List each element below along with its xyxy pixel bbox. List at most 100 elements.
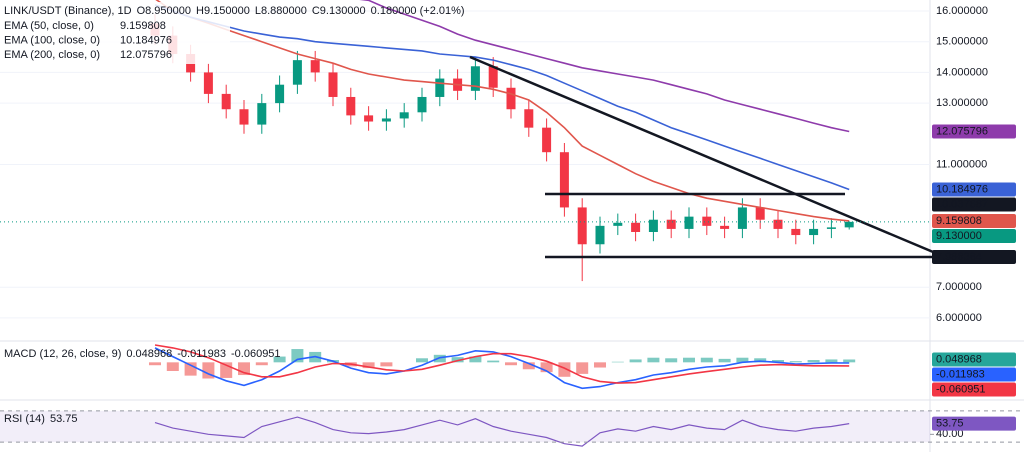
candle-body xyxy=(239,109,249,125)
macd-histogram-bar xyxy=(700,357,713,363)
macd-histogram-bar xyxy=(594,362,606,368)
candle-body xyxy=(399,112,409,119)
y-tick-label: 11.000000 xyxy=(936,158,987,170)
rsi-band xyxy=(0,410,930,443)
candle-body xyxy=(310,60,320,73)
candle-body xyxy=(542,127,552,153)
macd-histogram-bar xyxy=(647,357,660,363)
price-label: 12.075796 xyxy=(936,125,988,137)
macd-histogram-bar xyxy=(736,357,749,363)
overlay: 16.000000 15.000000 14.000000 13.000000 11.0… xyxy=(0,2,1024,443)
macd-histogram-bar xyxy=(184,362,197,376)
price-label-bg xyxy=(932,124,1016,139)
price-label: 10.037687 xyxy=(936,198,988,210)
candle-body xyxy=(275,84,285,104)
legend-text: LINK/USDT (Binance), 1D xyxy=(4,5,132,17)
legend-bg xyxy=(0,2,230,64)
macd-histogram-bar xyxy=(789,361,802,363)
macd-histogram-bar xyxy=(433,354,446,363)
candle-body xyxy=(791,228,801,236)
macd-histogram-bar xyxy=(540,362,553,373)
price-label-bg xyxy=(932,352,1016,367)
rsi-line xyxy=(154,416,850,447)
price-label: 9.159808 xyxy=(936,215,982,227)
macd-histogram-bar xyxy=(149,362,161,366)
legend-text: 0.048968 xyxy=(126,348,172,360)
rsi-pane xyxy=(0,410,930,447)
legend-text: MACD (12, 26, close, 9) xyxy=(4,348,121,360)
candle-body xyxy=(488,66,498,88)
candle-body xyxy=(381,118,391,122)
macd-histogram-bar xyxy=(718,358,731,363)
macd-histogram-bar xyxy=(825,359,838,363)
candle-body xyxy=(506,87,516,110)
price-label: 9.130000 xyxy=(936,230,982,242)
y-tick-label: 16.000000 xyxy=(936,5,988,17)
ema-line xyxy=(359,0,850,133)
candle-body xyxy=(417,96,427,113)
macd-histogram-bar xyxy=(469,356,482,363)
candle-body xyxy=(755,207,765,220)
price-label-bg xyxy=(932,416,1016,431)
price-label-bg xyxy=(932,249,1016,264)
candle-body xyxy=(720,225,730,229)
legend-text: -0.060951 xyxy=(231,348,281,360)
candle-body xyxy=(559,152,569,208)
macd-histogram-bar xyxy=(273,356,286,363)
macd-histogram-bar xyxy=(576,362,589,374)
macd-histogram-bar xyxy=(255,362,268,366)
price-pane xyxy=(0,0,930,319)
macd-histogram-bar xyxy=(683,357,695,363)
legend-name: EMA (50, close, 0) xyxy=(4,20,94,32)
trendline xyxy=(469,55,946,259)
legend-text: 0.180000 (+2.01%) xyxy=(371,5,465,17)
legend-text: -0.011983 xyxy=(177,348,226,360)
candle-body xyxy=(203,72,213,94)
price-label: -0.011983 xyxy=(936,368,985,380)
legend-text: O8.950000 xyxy=(137,5,191,17)
macd-histogram-bar xyxy=(522,362,535,370)
price-label: -0.060951 xyxy=(936,383,986,395)
legend-text: RSI (14) xyxy=(4,413,45,425)
candle-body xyxy=(257,103,267,125)
candle-body xyxy=(684,216,694,229)
y-tick-label: 14.000000 xyxy=(936,66,988,78)
legend-value: 10.184976 xyxy=(120,34,172,46)
price-label-bg xyxy=(932,382,1016,397)
candle-body xyxy=(809,228,819,236)
legend-text: C9.130000 xyxy=(312,5,366,17)
candle-body xyxy=(648,219,658,232)
macd-histogram-bar xyxy=(505,362,517,366)
macd-histogram-bar xyxy=(380,362,393,367)
macd-histogram-bar xyxy=(451,357,464,363)
candle-body xyxy=(613,222,623,226)
price-label-bg xyxy=(932,182,1016,197)
price-label: 10.184976 xyxy=(936,183,988,195)
price-label: 7.986384 xyxy=(936,251,982,263)
candle-body xyxy=(470,66,480,91)
candle-body xyxy=(702,216,712,226)
candle-body xyxy=(737,207,747,229)
candle-body xyxy=(292,60,302,85)
candle-body xyxy=(221,93,231,110)
legend-text: H9.150000 xyxy=(196,5,250,17)
y-tick-label: 7.000000 xyxy=(936,281,982,293)
macd-histogram-bar xyxy=(487,360,500,363)
macd-histogram-bar xyxy=(843,359,856,363)
candle-body xyxy=(631,222,641,232)
ema-line xyxy=(154,4,850,191)
legend-text: L8.880000 xyxy=(255,5,307,17)
signal-line xyxy=(154,344,850,384)
candle-body xyxy=(844,221,854,228)
price-label-bg xyxy=(932,197,1016,212)
y-tick-label: 15.000000 xyxy=(936,36,988,48)
ema-line xyxy=(155,0,850,222)
macd-histogram-bar xyxy=(754,358,767,363)
macd-histogram-bar xyxy=(629,359,642,363)
candle-body xyxy=(364,115,374,122)
price-label: 53.75 xyxy=(936,417,964,429)
candle-body xyxy=(773,219,783,229)
candle-body xyxy=(577,207,587,245)
macd-pane xyxy=(149,344,856,390)
